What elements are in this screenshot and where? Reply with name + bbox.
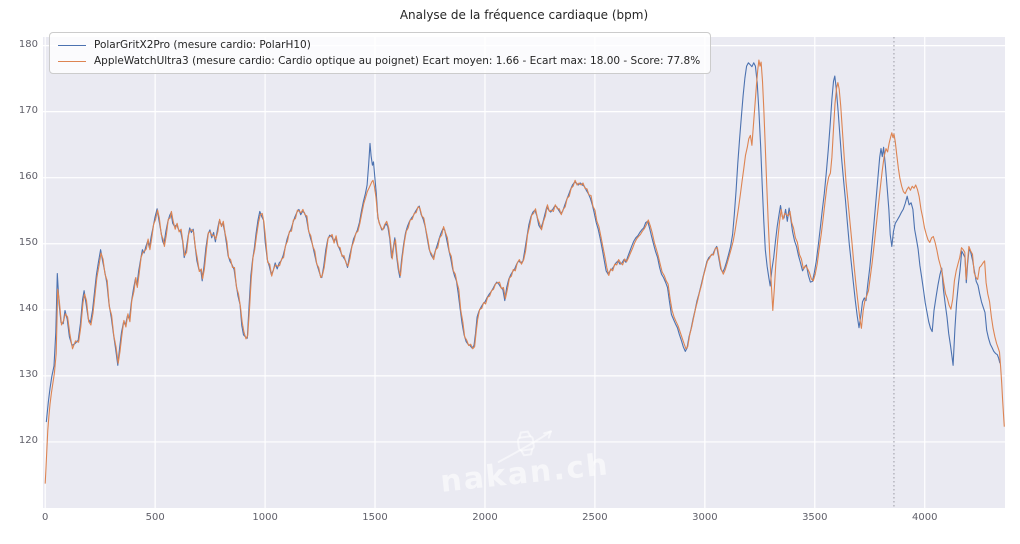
x-tick-label: 2000: [472, 512, 498, 523]
y-tick-label: 160: [18, 170, 38, 182]
series-line-applewatch: [44, 59, 1005, 484]
x-tick-label: 3500: [802, 512, 828, 523]
watermark-watch-icon: [492, 424, 561, 473]
x-tick-label: 2500: [582, 512, 608, 523]
y-tick-label: 130: [18, 368, 38, 380]
applewatch-line-swatch-icon: [58, 60, 86, 62]
y-tick-label: 140: [18, 302, 38, 314]
legend-label-polar: PolarGritX2Pro (mesure cardio: PolarH10): [94, 39, 311, 51]
x-tick-label: 1000: [252, 512, 278, 523]
y-tick-label: 120: [18, 434, 38, 446]
legend-label-applewatch: AppleWatchUltra3 (mesure cardio: Cardio …: [94, 55, 701, 67]
polar-line-swatch-icon: [58, 44, 86, 46]
y-tick-label: 170: [18, 104, 38, 116]
x-tick-label: 3000: [692, 512, 718, 523]
chart-legend: PolarGritX2Pro (mesure cardio: PolarH10)…: [49, 32, 712, 74]
chart-title: Analyse de la fréquence cardiaque (bpm): [399, 8, 649, 22]
y-tick-label: 180: [18, 38, 38, 50]
x-tick-label: 500: [145, 512, 165, 523]
x-tick-label: 0: [42, 512, 49, 523]
x-tick-label: 4000: [912, 512, 938, 523]
legend-item-polar: PolarGritX2Pro (mesure cardio: PolarH10): [58, 37, 700, 53]
legend-item-applewatch: AppleWatchUltra3 (mesure cardio: Cardio …: [58, 53, 700, 69]
x-tick-label: 1500: [362, 512, 388, 523]
y-tick-label: 150: [18, 236, 38, 248]
